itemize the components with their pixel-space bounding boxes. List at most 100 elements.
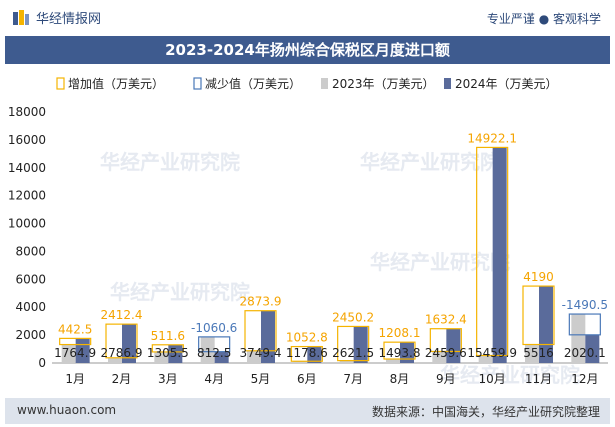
value-label: 2020.1 — [564, 346, 606, 360]
data-source: 数据来源：中国海关，华经产业研究院整理 — [371, 405, 600, 419]
legend-swatch — [321, 78, 328, 89]
chart-area: 华经产业研究院 华经产业研究院 华经产业研究院 华经产业研究院 华经产业研究院 增加值（… — [0, 64, 615, 398]
y-tick-label: 12000 — [8, 189, 46, 203]
legend-swatch — [56, 77, 65, 90]
change-label: 4190 — [523, 270, 554, 284]
watermark-text: 华经产业研究院 — [360, 150, 500, 174]
increase-box — [383, 341, 416, 360]
legend: 增加值（万美元） 减少值（万美元） 2023年（万美元） 2024年（万美元） — [56, 76, 558, 91]
chart-title: 2023-2024年扬州综合保税区月度进口额 — [5, 36, 610, 64]
value-label: 5516 — [523, 346, 554, 360]
y-tick-label: 4000 — [15, 300, 46, 314]
legend-item-1: 减少值（万美元） — [193, 76, 301, 91]
increase-box — [429, 328, 462, 353]
change-label: 442.5 — [58, 322, 92, 336]
increase-box — [244, 310, 277, 352]
value-label: 2621.5 — [332, 346, 374, 360]
watermark-text: 华经产业研究院 — [440, 363, 580, 387]
legend-item-2: 2023年（万美元） — [321, 77, 435, 91]
change-label: 2450.2 — [332, 310, 374, 324]
increase-box — [59, 337, 92, 346]
bar-2023 — [247, 350, 261, 363]
bar-2024 — [539, 286, 553, 363]
bar-2023 — [571, 314, 586, 363]
bar-2024 — [400, 342, 414, 363]
brand-name: 华经情报网 — [36, 12, 102, 27]
data-labels: 442.5 1764.9 2412.4 2786.9 511.6 1305.5-1060.… — [54, 131, 608, 360]
x-axis: 1月 2月 3月 4月 5月 6月 7月 8月 9月 10月 11月 12月 — [65, 372, 598, 386]
x-tick-label: 11月 — [525, 372, 552, 386]
change-label: 1632.4 — [425, 313, 467, 327]
change-label: 14922.1 — [467, 131, 517, 145]
bar-2024 — [353, 326, 368, 363]
x-tick-label: 1月 — [65, 372, 85, 386]
bar-2023 — [154, 351, 169, 363]
change-label: 2412.4 — [101, 308, 143, 322]
bar-2024 — [122, 324, 136, 363]
y-tick-label: 16000 — [8, 133, 46, 147]
x-tick-label: 2月 — [112, 372, 132, 386]
value-label: 2786.9 — [101, 346, 143, 360]
bar-2023 — [200, 336, 215, 363]
footer: www.huaon.com 数据来源：中国海关，华经产业研究院整理 — [5, 398, 610, 424]
top-bar: 华经情报网 专业严谨 ● 客观科学 — [0, 0, 615, 36]
y-tick-label: 10000 — [8, 217, 46, 231]
x-tick-label: 7月 — [343, 372, 363, 386]
decrease-box — [198, 336, 231, 353]
change-label: 2873.9 — [240, 295, 282, 309]
legend-swatch — [193, 77, 202, 90]
legend-item-0: 增加值（万美元） — [56, 76, 164, 91]
tagline: 专业严谨 ● 客观科学 — [486, 12, 601, 26]
y-tick-label: 2000 — [15, 328, 46, 342]
bar-2024 — [307, 346, 322, 363]
value-label: 15459.9 — [467, 346, 517, 360]
watermark-text: 华经产业研究院 — [370, 250, 510, 274]
bar-2023 — [293, 361, 308, 363]
bar-2023 — [61, 344, 76, 363]
change-label: 1052.8 — [286, 331, 328, 345]
website-link[interactable]: www.huaon.com — [17, 403, 117, 417]
huajing-logo-icon — [13, 9, 29, 25]
y-tick-label: 14000 — [8, 161, 46, 175]
legend-label: 2023年（万美元） — [332, 77, 435, 91]
legend-swatch — [444, 78, 451, 89]
value-label: 1764.9 — [54, 346, 96, 360]
bar-2024 — [168, 344, 183, 363]
increase-box — [290, 345, 323, 362]
value-label: 3749.4 — [240, 346, 282, 360]
increase-box — [337, 325, 370, 362]
x-tick-label: 3月 — [158, 372, 178, 386]
value-label: 2459.6 — [425, 346, 467, 360]
y-tick-label: 0 — [38, 356, 46, 370]
value-label: 1305.5 — [147, 346, 189, 360]
x-tick-label: 9月 — [436, 372, 456, 386]
bar-2024 — [261, 310, 275, 363]
bar-2023 — [108, 357, 122, 363]
value-label: 812.5 — [197, 346, 231, 360]
y-tick-label: 8000 — [15, 244, 46, 258]
x-tick-label: 6月 — [297, 372, 317, 386]
change-label: 1208.1 — [379, 326, 421, 340]
bar-2024 — [446, 328, 461, 363]
bar-2024 — [214, 351, 229, 363]
change-label: 511.6 — [151, 329, 185, 343]
bar-2023 — [478, 355, 493, 363]
y-axis: 0 2000 4000 6000 8000 10000 12000 14000 16000 180… — [8, 105, 608, 370]
increase-box — [105, 323, 138, 359]
x-tick-label: 5月 — [251, 372, 271, 386]
legend-item-3: 2024年（万美元） — [444, 77, 558, 91]
increase-box — [522, 285, 555, 346]
x-tick-label: 12月 — [571, 372, 598, 386]
legend-label: 增加值（万美元） — [68, 76, 164, 91]
bar-2023 — [386, 359, 400, 363]
bar-2023 — [339, 360, 354, 363]
bar-2023 — [432, 351, 447, 363]
bar-2024 — [585, 334, 600, 363]
change-label: -1060.6 — [191, 321, 237, 335]
increase-box — [476, 146, 509, 357]
value-label: 1493.8 — [379, 346, 421, 360]
increase-box — [151, 344, 184, 353]
y-tick-label: 18000 — [8, 105, 46, 119]
x-tick-label: 8月 — [390, 372, 410, 386]
